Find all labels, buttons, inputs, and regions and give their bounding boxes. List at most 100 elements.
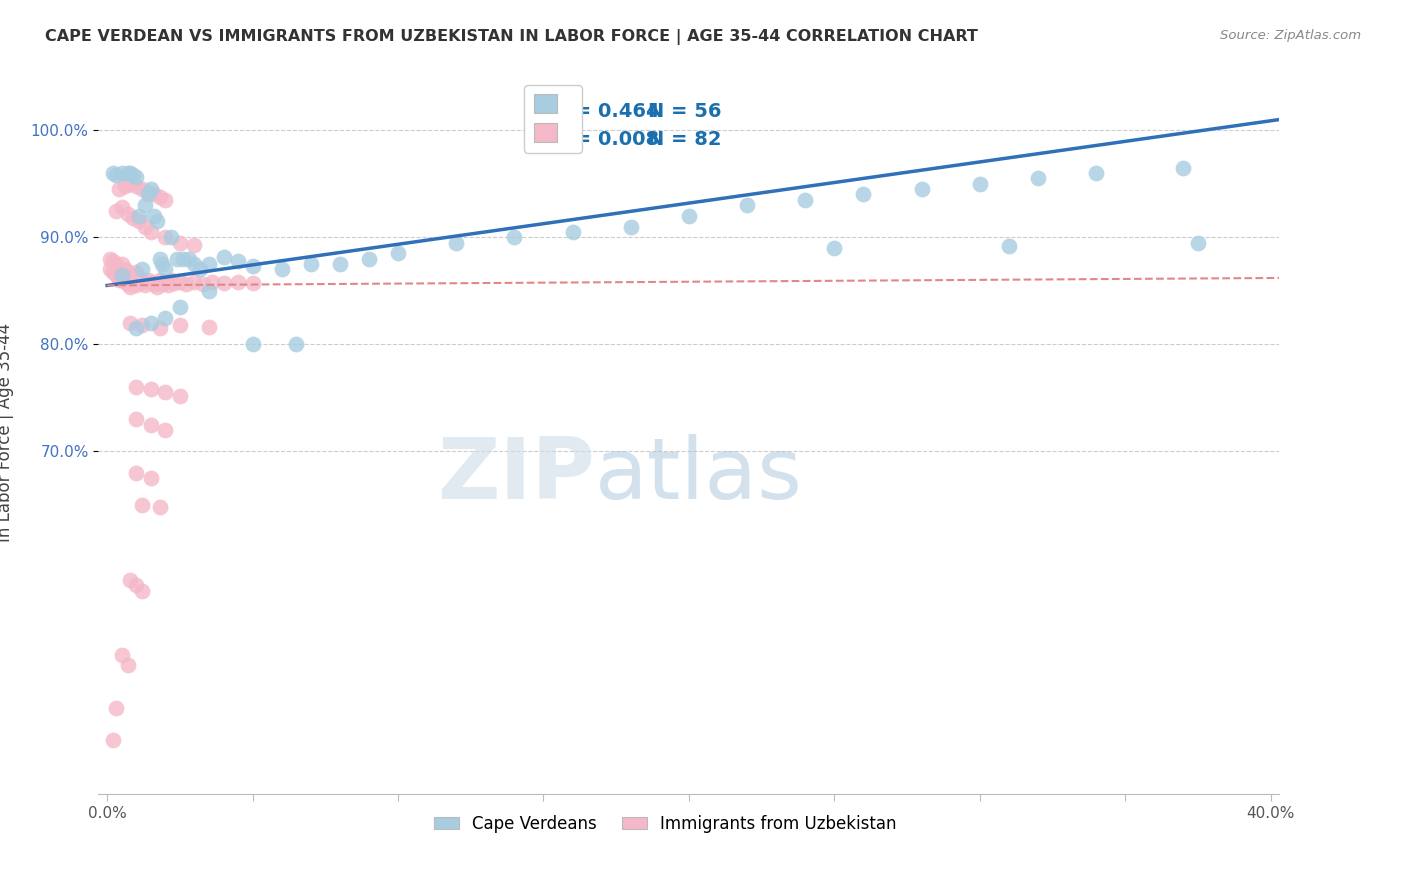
Point	[166, 252, 188, 266]
Text: N = 82: N = 82	[648, 130, 721, 150]
Point	[125, 466, 148, 480]
Point	[136, 273, 159, 287]
Point	[155, 423, 177, 437]
Point	[794, 193, 817, 207]
Y-axis label: In Labor Force | Age 35-44: In Labor Force | Age 35-44	[0, 323, 14, 542]
Point	[183, 257, 205, 271]
Point	[139, 182, 162, 196]
Point	[998, 239, 1021, 253]
Point	[128, 214, 150, 228]
Point	[125, 578, 148, 592]
Point	[198, 320, 221, 334]
Point	[101, 733, 124, 747]
Point	[104, 168, 127, 182]
Point	[117, 277, 139, 292]
Point	[111, 271, 134, 285]
Point	[198, 284, 221, 298]
Point	[111, 268, 134, 282]
Point	[1026, 171, 1049, 186]
Point	[107, 273, 129, 287]
Point	[125, 278, 148, 293]
Point	[139, 417, 162, 432]
Point	[145, 214, 167, 228]
Point	[212, 250, 235, 264]
Point	[183, 237, 205, 252]
Point	[226, 275, 249, 289]
Text: atlas: atlas	[595, 434, 803, 517]
Point	[148, 321, 170, 335]
Point	[387, 246, 409, 260]
Point	[561, 225, 583, 239]
Point	[101, 253, 124, 268]
Point	[242, 259, 264, 273]
Point	[969, 177, 991, 191]
Point	[142, 277, 165, 292]
Point	[120, 177, 142, 191]
Point	[111, 200, 134, 214]
Point	[101, 166, 124, 180]
Point	[169, 275, 191, 289]
Point	[201, 275, 224, 289]
Point	[107, 262, 129, 277]
Point	[114, 262, 136, 277]
Point	[125, 412, 148, 426]
Point	[125, 178, 148, 193]
Point	[120, 279, 142, 293]
Point	[117, 658, 139, 673]
Point	[188, 262, 211, 277]
Point	[1173, 161, 1195, 175]
Point	[120, 166, 142, 180]
Point	[104, 257, 127, 271]
Point	[852, 187, 875, 202]
Point	[226, 253, 249, 268]
Legend: Cape Verdeans, Immigrants from Uzbekistan: Cape Verdeans, Immigrants from Uzbekista…	[427, 808, 904, 839]
Point	[148, 273, 170, 287]
Point	[111, 257, 134, 271]
Point	[125, 321, 148, 335]
Point	[444, 235, 467, 250]
Point	[131, 182, 153, 196]
Point	[117, 207, 139, 221]
Point	[357, 252, 380, 266]
Point	[242, 277, 264, 291]
Point	[114, 275, 136, 289]
Point	[169, 318, 191, 332]
Point	[98, 252, 121, 266]
Point	[242, 337, 264, 351]
Point	[163, 277, 186, 291]
Point	[104, 203, 127, 218]
Point	[120, 268, 142, 282]
Point	[155, 385, 177, 400]
Point	[128, 209, 150, 223]
Point	[169, 389, 191, 403]
Point	[160, 273, 183, 287]
Point	[131, 262, 153, 277]
Point	[122, 168, 145, 182]
Point	[157, 278, 180, 293]
Text: N = 56: N = 56	[648, 102, 721, 120]
Point	[125, 264, 148, 278]
Text: Source: ZipAtlas.com: Source: ZipAtlas.com	[1220, 29, 1361, 42]
Point	[98, 262, 121, 277]
Point	[183, 275, 205, 289]
Point	[678, 209, 700, 223]
Point	[735, 198, 758, 212]
Point	[174, 277, 197, 292]
Point	[139, 382, 162, 396]
Point	[155, 230, 177, 244]
Point	[191, 277, 214, 292]
Point	[111, 166, 134, 180]
Point	[136, 187, 159, 202]
Point	[136, 186, 159, 200]
Point	[111, 648, 134, 662]
Point	[134, 198, 156, 212]
Point	[270, 262, 292, 277]
Text: ZIP: ZIP	[437, 434, 595, 517]
Point	[120, 316, 142, 330]
Text: R = 0.008: R = 0.008	[553, 130, 659, 150]
Point	[117, 264, 139, 278]
Point	[177, 252, 200, 266]
Point	[128, 271, 150, 285]
Point	[148, 189, 170, 203]
Point	[198, 257, 221, 271]
